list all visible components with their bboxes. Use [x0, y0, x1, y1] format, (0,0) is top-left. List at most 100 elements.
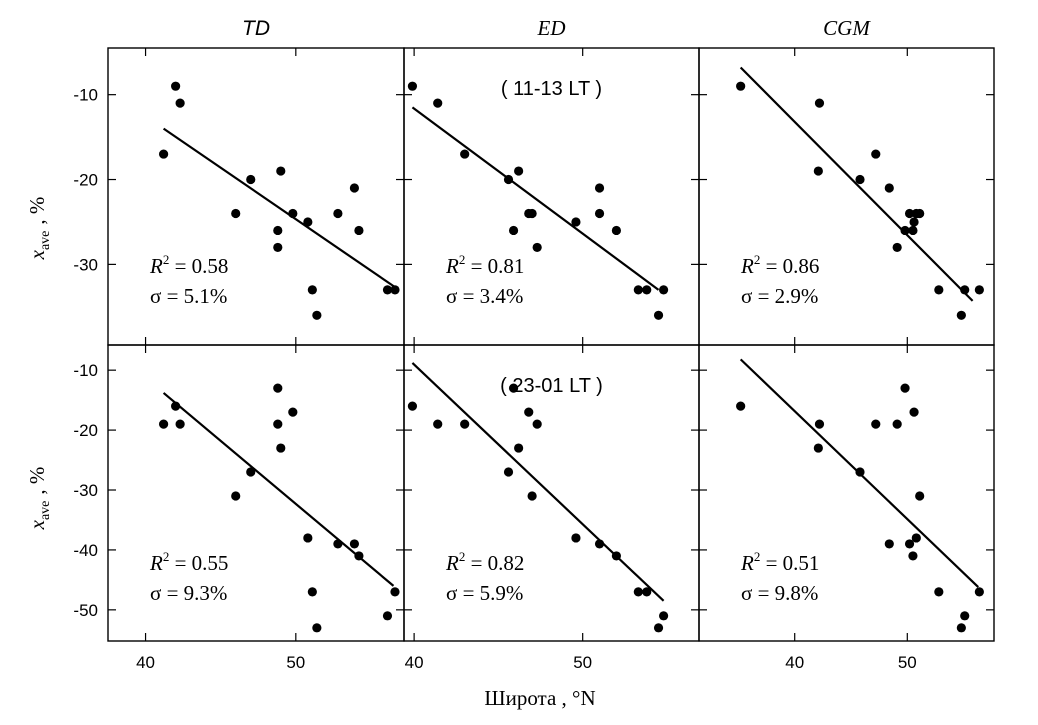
regression-line: [411, 106, 660, 291]
data-point: [855, 467, 865, 477]
data-point: [974, 587, 984, 597]
data-point: [736, 401, 746, 411]
data-point: [433, 98, 443, 108]
data-point: [288, 407, 298, 417]
r-squared-label: R2 = 0.51: [740, 549, 819, 575]
data-point: [527, 208, 537, 219]
column-title: TD: [242, 17, 270, 40]
data-point: [246, 467, 256, 477]
data-point: [659, 285, 669, 295]
panel-0-0: -10 -20 -30 TD R2 = 0.58 σ = 5.1%: [73, 17, 405, 346]
data-point: [594, 183, 605, 193]
data-point: [175, 98, 185, 108]
data-point: [312, 623, 322, 633]
data-point: [354, 551, 364, 561]
y-axis-symbol: x: [25, 249, 49, 260]
data-point: [653, 623, 664, 633]
panel-frame: [698, 344, 995, 642]
data-point: [514, 166, 524, 176]
r-squared-label: R2 = 0.58: [149, 252, 228, 278]
data-point: [956, 623, 966, 633]
r-squared-label: R2 = 0.55: [149, 549, 228, 575]
column-title: CGM: [823, 16, 871, 40]
data-point: [273, 225, 283, 236]
data-point: [524, 407, 534, 417]
data-point: [892, 242, 902, 253]
x-tick-label: 50: [573, 653, 592, 672]
data-point: [974, 285, 984, 295]
sigma-label: σ = 3.4%: [446, 284, 523, 308]
data-point: [503, 467, 514, 477]
sigma-label: σ = 9.8%: [741, 581, 818, 605]
y-axis-symbol: x: [25, 519, 49, 530]
data-point: [871, 419, 881, 429]
x-tick-label: 50: [898, 653, 917, 672]
sigma-label: σ = 2.9%: [741, 284, 818, 308]
data-point: [273, 242, 283, 253]
regression-line: [162, 127, 398, 290]
data-point: [611, 551, 622, 561]
data-point: [814, 419, 825, 429]
data-point: [508, 225, 519, 236]
column-title: ED: [537, 16, 566, 40]
data-point: [653, 310, 664, 320]
data-point: [642, 587, 652, 597]
data-point: [813, 166, 823, 176]
data-point: [303, 533, 313, 543]
data-point: [407, 401, 418, 411]
x-axis-label: Широта , °N: [484, 686, 595, 710]
data-point: [460, 419, 470, 429]
data-point: [231, 208, 241, 219]
data-point: [915, 208, 925, 219]
data-point: [659, 611, 669, 621]
data-point: [571, 533, 581, 543]
panel-1-1: 40 50 ( 23-01 LT ) R2 = 0.82 σ = 5.9%: [403, 344, 700, 672]
data-point: [956, 310, 966, 320]
data-point: [813, 443, 823, 453]
y-axis-label-top: xave , %: [25, 197, 53, 261]
data-point: [871, 149, 881, 159]
y-tick-label: -20: [73, 171, 98, 190]
panel-0-2: CGM R2 = 0.86 σ = 2.9%: [698, 16, 995, 346]
y-axis-unit: , %: [25, 467, 49, 495]
y-tick-label: -30: [73, 481, 98, 500]
r-squared-label: R2 = 0.81: [445, 252, 524, 278]
r-squared-label: R2 = 0.82: [445, 549, 524, 575]
data-point: [908, 225, 918, 236]
data-point: [303, 217, 313, 227]
data-point: [611, 225, 622, 236]
data-point: [349, 183, 360, 193]
data-point: [158, 419, 169, 429]
data-point: [307, 285, 317, 295]
data-point: [175, 419, 185, 429]
data-point: [390, 285, 400, 295]
data-point: [915, 491, 925, 501]
data-point: [276, 443, 286, 453]
data-point: [231, 491, 241, 501]
data-point: [158, 149, 169, 159]
data-point: [911, 533, 921, 543]
y-tick-label: -30: [73, 255, 98, 274]
data-point: [633, 587, 643, 597]
regression-line: [411, 362, 665, 602]
data-point: [532, 242, 542, 253]
y-tick-label: -20: [73, 421, 98, 440]
data-point: [527, 491, 537, 501]
data-point: [884, 539, 894, 549]
data-point: [814, 98, 825, 108]
x-tick-label: 50: [286, 653, 305, 672]
data-point: [273, 419, 283, 429]
regression-line: [739, 66, 974, 302]
x-tick-label: 40: [785, 653, 804, 672]
data-point: [900, 383, 910, 393]
y-tick-label: -50: [73, 601, 98, 620]
data-point: [382, 611, 393, 621]
y-axis-subscript: ave: [38, 501, 53, 520]
data-point: [273, 383, 283, 393]
data-point: [904, 539, 915, 549]
data-point: [514, 443, 524, 453]
data-point: [934, 587, 944, 597]
data-point: [884, 183, 894, 193]
data-point: [460, 149, 470, 159]
